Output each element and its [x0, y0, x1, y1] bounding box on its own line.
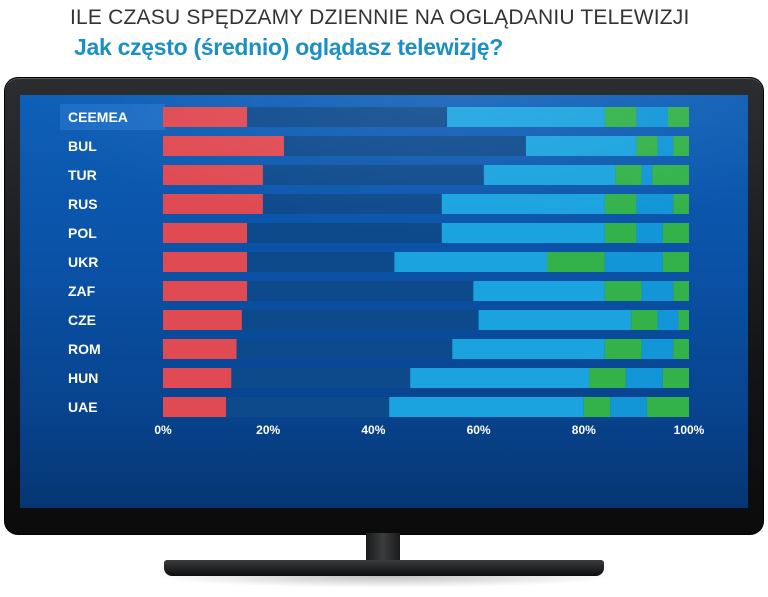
category-label-bul: BUL	[68, 138, 97, 154]
category-label-pol: POL	[68, 225, 97, 241]
bar-ukr-series-0	[163, 252, 248, 272]
bar-tur-series-1	[262, 165, 484, 185]
x-tick-label: 60%	[467, 423, 491, 437]
bar-rom-series-4	[641, 339, 674, 359]
bar-pol-series-0	[163, 223, 248, 243]
bar-ceemea-series-2	[447, 107, 605, 127]
bar-zaf-series-0	[163, 281, 248, 301]
bar-cze-series-0	[163, 310, 242, 330]
bar-hun-series-5	[662, 368, 689, 388]
bar-hun-series-0	[163, 368, 232, 388]
bar-cze-series-1	[241, 310, 479, 330]
bar-bul-series-3	[636, 136, 658, 156]
highlight-row-bg	[60, 104, 165, 130]
bar-rus-series-0	[163, 194, 263, 214]
x-tick-label: 40%	[361, 423, 385, 437]
bar-uae-series-3	[583, 397, 611, 417]
bar-cze-series-2	[478, 310, 632, 330]
category-label-tur: TUR	[68, 167, 97, 183]
bar-bul-series-0	[163, 136, 284, 156]
bar-pol-series-2	[441, 223, 605, 243]
bar-bul-series-1	[283, 136, 526, 156]
bar-zaf-series-1	[247, 281, 474, 301]
category-label-ukr: UKR	[68, 254, 98, 270]
bar-cze-series-3	[631, 310, 658, 330]
bar-bul-series-5	[673, 136, 689, 156]
bar-ukr-series-2	[394, 252, 547, 272]
bar-hun-series-1	[231, 368, 411, 388]
bar-tur-series-4	[641, 165, 653, 185]
bar-hun-series-3	[589, 368, 626, 388]
bar-pol-series-4	[636, 223, 663, 243]
bar-uae-series-4	[610, 397, 647, 417]
bar-uae-series-2	[389, 397, 584, 417]
category-label-zaf: ZAF	[68, 283, 96, 299]
category-label-rom: ROM	[68, 341, 101, 357]
bar-pol-series-3	[604, 223, 637, 243]
bar-zaf-series-2	[473, 281, 605, 301]
bar-ceemea-series-3	[604, 107, 637, 127]
bar-rom-series-0	[163, 339, 237, 359]
tv-screen: CEEMEA BUL TUR RUS POL UKR ZAF CZE ROM HUN UAE 0% 20…	[20, 95, 748, 508]
x-tick-label: 20%	[256, 423, 280, 437]
bar-ukr-series-1	[247, 252, 395, 272]
bar-ukr-series-5	[662, 252, 689, 272]
bar-rom-series-5	[673, 339, 689, 359]
x-tick-label: 80%	[572, 423, 596, 437]
bar-tur-series-2	[483, 165, 616, 185]
bar-uae-series-0	[163, 397, 227, 417]
page-title: ILE CZASU SPĘDZAMY DZIENNIE NA OGLĄDANIU…	[70, 6, 690, 29]
bar-hun-series-2	[410, 368, 590, 388]
tv-frame: CEEMEA BUL TUR RUS POL UKR ZAF CZE ROM HUN UAE 0% 20…	[4, 77, 764, 535]
bar-pol-series-5	[662, 223, 689, 243]
bar-bul-series-4	[657, 136, 674, 156]
bar-tur-series-0	[163, 165, 263, 185]
bar-cze-series-5	[678, 310, 689, 330]
bar-rus-series-1	[262, 194, 442, 214]
bar-rus-series-5	[673, 194, 689, 214]
bar-rus-series-4	[636, 194, 674, 214]
bar-ukr-series-3	[546, 252, 605, 272]
x-tick-label: 0%	[154, 423, 172, 437]
bar-ceemea-series-0	[163, 107, 248, 127]
bar-pol-series-1	[247, 223, 442, 243]
bar-uae-series-1	[226, 397, 390, 417]
stacked-bar-chart: CEEMEA BUL TUR RUS POL UKR ZAF CZE ROM HUN UAE 0% 20…	[60, 104, 705, 437]
tv-stand-neck	[366, 533, 400, 563]
bar-rom-series-3	[604, 339, 642, 359]
bar-zaf-series-4	[641, 281, 674, 301]
bar-tur-series-3	[615, 165, 642, 185]
bar-zaf-series-3	[604, 281, 642, 301]
bar-hun-series-4	[625, 368, 663, 388]
bar-rom-series-1	[236, 339, 453, 359]
tv-stand-shadow	[150, 576, 620, 588]
category-label-rus: RUS	[68, 196, 98, 212]
bar-ukr-series-4	[604, 252, 663, 272]
bar-ceemea-series-4	[636, 107, 668, 127]
category-label-ceemea: CEEMEA	[68, 109, 128, 125]
bar-rus-series-3	[604, 194, 637, 214]
bar-cze-series-4	[657, 310, 679, 330]
bar-ceemea-series-5	[667, 107, 689, 127]
bar-bul-series-2	[525, 136, 637, 156]
page-subtitle: Jak często (średnio) oglądasz telewizję?	[74, 34, 503, 60]
bar-rom-series-2	[452, 339, 605, 359]
category-label-uae: UAE	[68, 399, 98, 415]
bar-ceemea-series-1	[247, 107, 448, 127]
bar-zaf-series-5	[673, 281, 689, 301]
bar-tur-series-5	[652, 165, 689, 185]
bar-rus-series-2	[441, 194, 605, 214]
x-tick-label: 100%	[674, 423, 705, 437]
category-label-hun: HUN	[68, 370, 98, 386]
category-label-cze: CZE	[68, 312, 96, 328]
tv-stand-base	[164, 560, 604, 576]
bar-uae-series-5	[646, 397, 689, 417]
